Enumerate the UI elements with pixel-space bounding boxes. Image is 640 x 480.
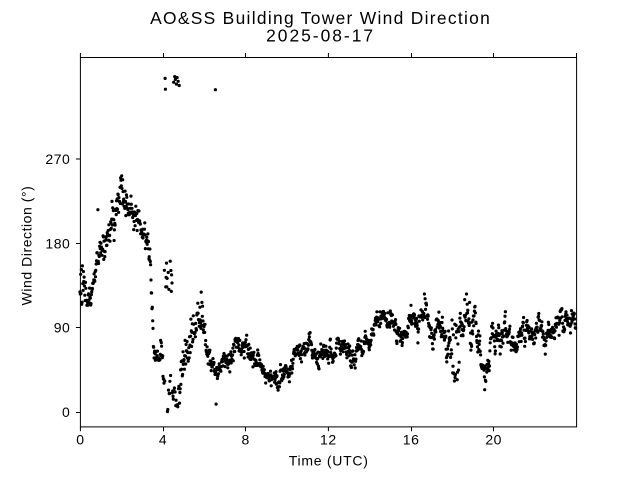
svg-text:16: 16: [403, 432, 420, 448]
svg-text:0: 0: [62, 404, 70, 420]
svg-text:Wind Direction (°): Wind Direction (°): [19, 186, 35, 306]
svg-text:90: 90: [54, 320, 71, 336]
svg-text:8: 8: [242, 432, 250, 448]
svg-text:0: 0: [76, 432, 84, 448]
svg-text:AO&SS Building Tower Wind Dire: AO&SS Building Tower Wind Direction: [150, 8, 491, 28]
svg-text:4: 4: [159, 432, 167, 448]
svg-text:12: 12: [320, 432, 337, 448]
svg-text:270: 270: [45, 151, 70, 167]
svg-text:20: 20: [485, 432, 502, 448]
svg-text:2025-08-17: 2025-08-17: [266, 25, 375, 45]
svg-text:Time (UTC): Time (UTC): [289, 453, 369, 469]
svg-text:180: 180: [45, 235, 70, 251]
